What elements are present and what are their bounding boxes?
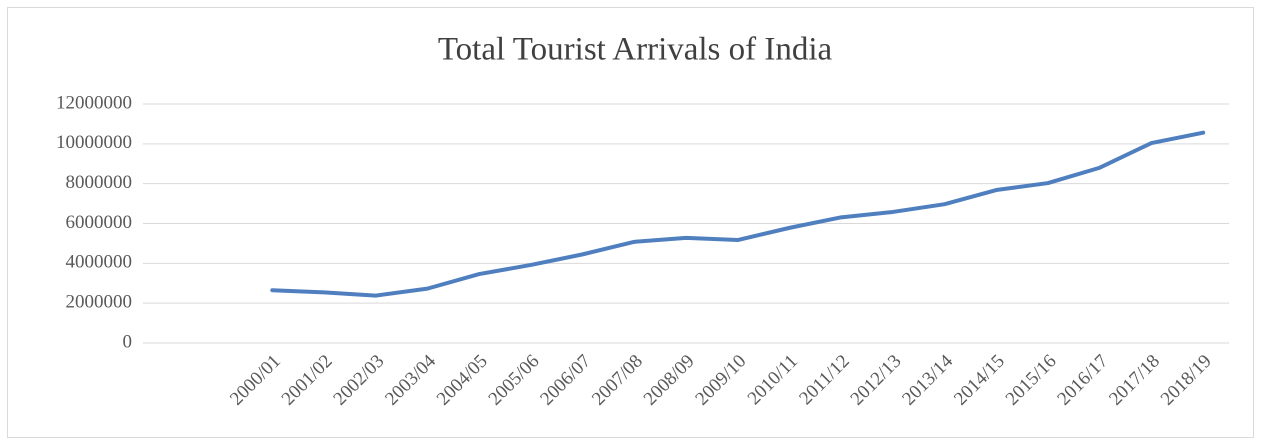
y-tick-label: 10000000 bbox=[56, 132, 132, 153]
y-tick-label: 2000000 bbox=[66, 292, 133, 313]
chart-border bbox=[7, 7, 1254, 438]
y-tick-label: 8000000 bbox=[66, 172, 133, 193]
chart-title: Total Tourist Arrivals of India bbox=[438, 32, 833, 68]
y-tick-label: 4000000 bbox=[66, 252, 133, 273]
y-tick-label: 12000000 bbox=[56, 92, 132, 113]
y-tick-label: 6000000 bbox=[66, 212, 133, 233]
data-line bbox=[270, 130, 1206, 298]
y-tick-label: 0 bbox=[123, 331, 133, 352]
